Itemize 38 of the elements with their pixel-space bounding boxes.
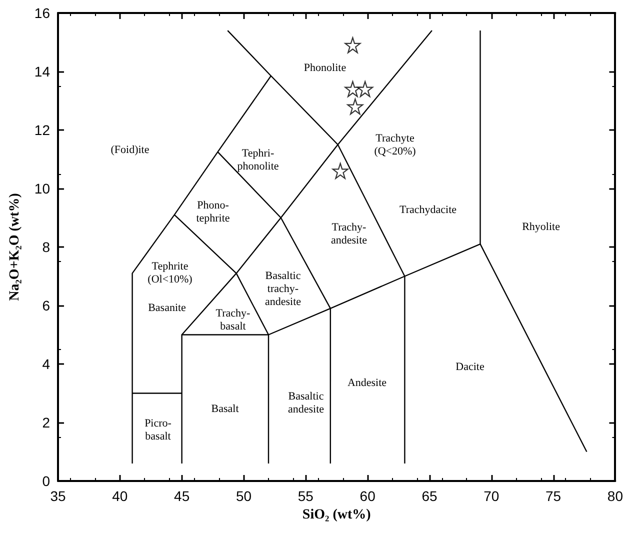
y-tick-label: 4 xyxy=(42,356,50,372)
annotation: Phonolite xyxy=(304,62,346,74)
annotation: Tephri- phonolite xyxy=(237,148,279,172)
x-tick-label: 75 xyxy=(546,488,562,504)
annotation: Tephrite (Ol<10%) xyxy=(148,260,193,286)
x-tick-label: 35 xyxy=(50,488,66,504)
x-tick-label: 60 xyxy=(360,488,376,504)
annotation: Dacite xyxy=(456,361,484,373)
x-tick-label: 50 xyxy=(236,488,252,504)
x-tick-label: 80 xyxy=(607,488,624,504)
y-tick-label: 16 xyxy=(34,5,50,21)
y-axis-title: Na₂O+K₂O (wt%) xyxy=(8,192,22,301)
x-tick-label: 40 xyxy=(112,488,128,504)
annotation: Trachy- basalt xyxy=(216,308,251,332)
annotation: (Foid)ite xyxy=(110,144,150,156)
y-tick-label: 14 xyxy=(34,64,50,80)
x-tick-label: 55 xyxy=(298,488,314,504)
annotation: Trachydacite xyxy=(399,204,457,216)
annotation: Trachyte (Q<20%) xyxy=(374,132,416,158)
annotation: Phono- tephrite xyxy=(196,200,230,224)
annotation: Basalt xyxy=(211,403,239,415)
x-tick-label: 70 xyxy=(484,488,500,504)
annotation: Andesite xyxy=(347,377,387,389)
y-tick-label: 8 xyxy=(42,239,50,255)
annotation: Picro- basalt xyxy=(144,418,172,442)
y-tick-label: 2 xyxy=(42,414,50,430)
y-tick-label: 10 xyxy=(34,180,50,196)
x-tick-label: 65 xyxy=(422,488,438,504)
annotation: Basanite xyxy=(148,302,186,314)
x-axis-title: SiO₂ (wt%) xyxy=(302,507,372,522)
annotation: Basaltic trachy- andesite xyxy=(264,270,302,308)
y-tick-label: 12 xyxy=(34,122,50,138)
annotation: Rhyolite xyxy=(522,221,560,233)
annotation: Basaltic andesite xyxy=(288,390,324,416)
y-tick-label: 6 xyxy=(42,298,50,314)
annotation: Trachy- andesite xyxy=(330,222,368,246)
y-tick-label: 0 xyxy=(42,473,50,489)
x-tick-label: 45 xyxy=(174,488,190,504)
